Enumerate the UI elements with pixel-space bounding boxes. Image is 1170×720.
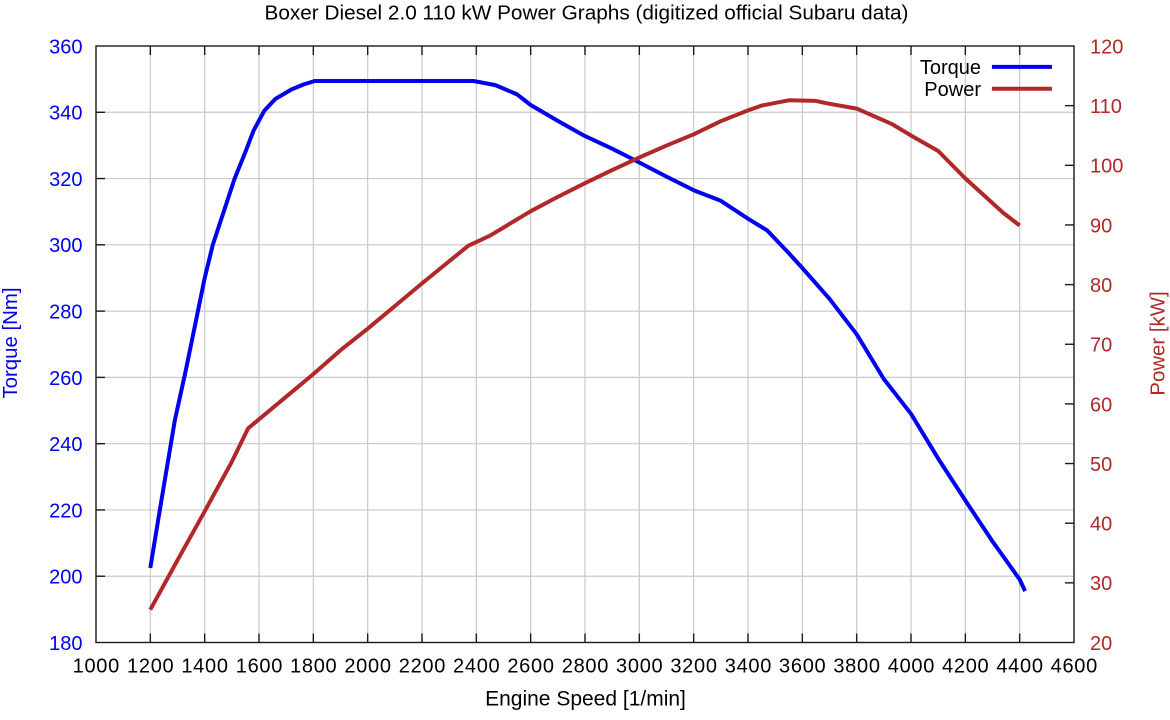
svg-text:220: 220 [49,500,82,522]
svg-text:1200: 1200 [127,655,174,677]
svg-text:80: 80 [1090,275,1112,297]
svg-text:2000: 2000 [344,655,391,677]
svg-text:180: 180 [49,633,82,655]
svg-text:280: 280 [49,302,82,324]
svg-text:3600: 3600 [779,655,826,677]
svg-text:3200: 3200 [670,655,717,677]
svg-text:30: 30 [1090,573,1112,595]
svg-text:60: 60 [1090,394,1112,416]
svg-text:1800: 1800 [290,655,337,677]
svg-text:Engine Speed [1/min]: Engine Speed [1/min] [485,688,686,711]
svg-text:Torque: Torque [920,57,981,79]
svg-text:70: 70 [1090,335,1112,357]
svg-text:340: 340 [49,103,82,125]
svg-text:4600: 4600 [1051,655,1098,677]
svg-text:4400: 4400 [996,655,1043,677]
svg-text:Power [kW]: Power [kW] [1147,291,1169,395]
svg-text:320: 320 [49,169,82,191]
svg-text:Torque [Nm]: Torque [Nm] [0,287,22,398]
svg-text:2800: 2800 [562,655,609,677]
svg-text:3000: 3000 [616,655,663,677]
svg-text:2400: 2400 [453,655,500,677]
svg-text:3400: 3400 [725,655,772,677]
svg-text:120: 120 [1090,36,1123,58]
svg-text:2600: 2600 [507,655,554,677]
svg-text:40: 40 [1090,514,1112,536]
svg-text:100: 100 [1090,156,1123,178]
svg-text:Boxer Diesel 2.0 110 kW Power: Boxer Diesel 2.0 110 kW Power Graphs (di… [265,2,909,25]
svg-text:240: 240 [49,434,82,456]
svg-text:360: 360 [49,36,82,58]
svg-text:4200: 4200 [942,655,989,677]
svg-text:260: 260 [49,368,82,390]
svg-text:3800: 3800 [833,655,880,677]
svg-text:50: 50 [1090,454,1112,476]
svg-text:1600: 1600 [236,655,283,677]
svg-text:Power: Power [924,79,981,101]
svg-text:90: 90 [1090,215,1112,237]
svg-text:2200: 2200 [399,655,446,677]
svg-text:4000: 4000 [888,655,935,677]
svg-text:110: 110 [1090,96,1122,118]
svg-text:300: 300 [49,235,82,257]
svg-text:1400: 1400 [181,655,228,677]
svg-text:20: 20 [1090,633,1112,655]
svg-text:1000: 1000 [73,655,120,677]
svg-text:200: 200 [49,567,82,589]
